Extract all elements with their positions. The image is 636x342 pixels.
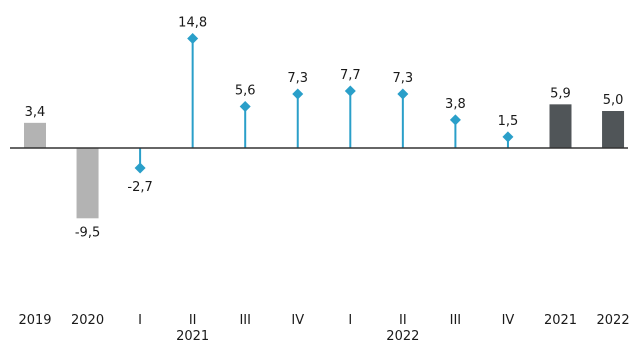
- marker-5: [292, 88, 304, 100]
- data-label-5: 7,3: [287, 71, 308, 86]
- data-label-7: 7,3: [393, 71, 414, 86]
- marker-9: [502, 131, 514, 143]
- data-label-3: 14,8: [178, 15, 207, 30]
- data-label-4: 5,6: [235, 84, 256, 99]
- category-label-7: II: [399, 313, 407, 328]
- data-label-2: -2,7: [127, 180, 152, 195]
- chart-marks: [24, 32, 625, 219]
- group-label-1: 2022: [386, 329, 419, 342]
- marker-8: [449, 114, 461, 126]
- bar-11: [602, 111, 625, 148]
- marker-2: [134, 162, 146, 174]
- data-label-9: 1,5: [498, 114, 519, 129]
- category-label-2: I: [138, 313, 142, 328]
- category-label-8: III: [450, 313, 462, 328]
- marker-3: [187, 32, 199, 44]
- marker-7: [397, 88, 409, 100]
- data-label-11: 5,0: [603, 93, 624, 108]
- category-label-10: 2021: [544, 313, 577, 328]
- category-label-9: IV: [502, 313, 515, 328]
- category-label-1: 2020: [71, 313, 104, 328]
- category-label-5: IV: [291, 313, 304, 328]
- data-label-0: 3,4: [25, 105, 46, 120]
- category-label-0: 2019: [18, 313, 51, 328]
- chart-labels: 3,4 -9,5 -2,7 14,8 5,6 7,3 7,7 7,3 3,8 1,5 5,9 5,0 2…: [18, 15, 629, 342]
- data-label-1: -9,5: [75, 225, 100, 240]
- data-label-6: 7,7: [340, 68, 361, 83]
- data-label-8: 3,8: [445, 97, 466, 112]
- bar-1: [76, 148, 99, 219]
- category-label-4: III: [239, 313, 251, 328]
- category-label-3: II: [189, 313, 197, 328]
- marker-6: [344, 85, 356, 97]
- bar-0: [24, 122, 46, 148]
- group-label-0: 2021: [176, 329, 209, 342]
- data-label-10: 5,9: [550, 86, 571, 101]
- bar-10: [549, 104, 572, 148]
- category-label-11: 2022: [597, 313, 630, 328]
- marker-4: [239, 101, 251, 113]
- category-label-6: I: [348, 313, 352, 328]
